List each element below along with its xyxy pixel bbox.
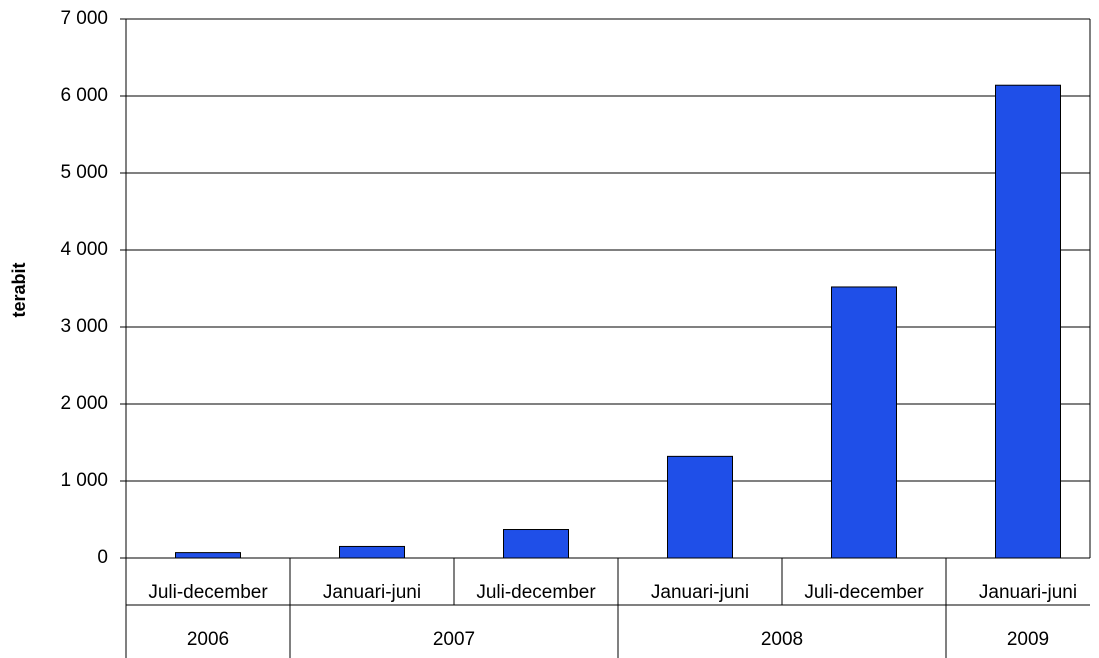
y-axis-label: terabit bbox=[9, 262, 29, 317]
group-label: 2007 bbox=[433, 629, 475, 650]
x-tick-label: Juli-december bbox=[148, 582, 268, 603]
bar bbox=[995, 84, 1061, 559]
bar bbox=[175, 552, 241, 559]
y-tick-label: 6 000 bbox=[60, 85, 108, 106]
x-tick-label: Januari-juni bbox=[979, 582, 1077, 603]
group-label: 2009 bbox=[1007, 629, 1049, 650]
y-tick-label: 4 000 bbox=[60, 239, 108, 260]
y-tick-label: 1 000 bbox=[60, 470, 108, 491]
x-tick-label: Januari-juni bbox=[651, 582, 749, 603]
bar bbox=[667, 455, 733, 559]
x-tick-label: Juli-december bbox=[476, 582, 596, 603]
bar bbox=[503, 529, 569, 559]
y-tick-label: 7 000 bbox=[60, 8, 108, 29]
y-tick-label: 0 bbox=[97, 547, 108, 568]
bar bbox=[831, 286, 897, 559]
y-tick-label: 2 000 bbox=[60, 393, 108, 414]
x-tick-label: Januari-juni bbox=[323, 582, 421, 603]
y-tick-label: 5 000 bbox=[60, 162, 108, 183]
y-tick-label: 3 000 bbox=[60, 316, 108, 337]
group-label: 2006 bbox=[187, 629, 229, 650]
group-label: 2008 bbox=[761, 629, 803, 650]
x-tick-label: Juli-december bbox=[804, 582, 924, 603]
bar bbox=[339, 545, 405, 559]
